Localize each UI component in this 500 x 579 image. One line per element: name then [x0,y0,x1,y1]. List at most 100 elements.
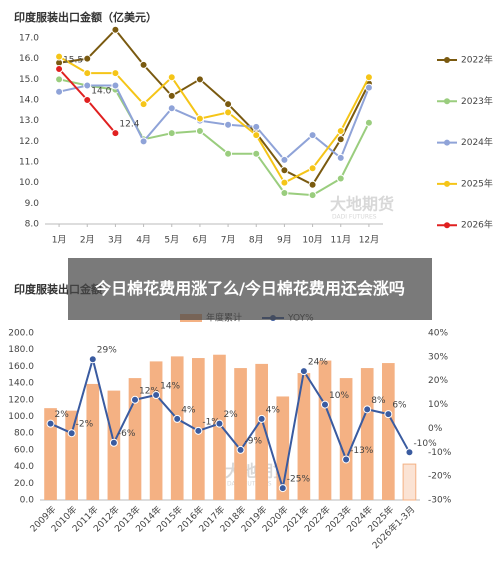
point [83,96,92,104]
y2-tick-label: -20% [428,472,452,482]
point [252,122,261,131]
point [336,127,345,135]
y2-tick-label: 20% [428,376,448,386]
point [167,73,176,82]
bar [382,363,395,500]
legend-label: 2022年 [461,54,493,66]
point [109,438,118,447]
y-tick-label: 11.0 [19,158,39,168]
series-line [50,355,411,489]
data-label: 6% [392,401,407,411]
point [131,395,139,404]
legend-marker [444,98,450,105]
y-tick-label: 15.0 [19,75,39,85]
point [195,127,204,135]
legend-label: 2023年 [461,95,493,107]
y2-tick-label: 10% [428,400,448,410]
legend-marker [444,222,450,229]
y-tick-label: 9.0 [25,199,40,209]
point [321,400,329,409]
series-line [58,55,370,185]
point [139,60,148,69]
y2-tick-label: 40% [428,329,448,339]
point [280,189,289,197]
point [55,52,64,61]
data-label: 4% [181,405,196,415]
point [308,191,317,200]
overlay-title: 今日棉花费用涨了么/今日棉花费用还会涨吗 [68,258,432,320]
point [195,114,204,123]
point [224,100,233,109]
point [194,426,203,435]
point [299,367,308,376]
y-tick-label: 140.0 [8,379,34,389]
point [83,69,92,78]
x-tick-label: 6月 [193,235,208,246]
data-label: -6% [118,429,136,439]
y-tick-label: 13.0 [19,116,39,126]
x-tick-label: 11月 [331,235,351,246]
point [167,104,176,113]
bar [234,368,247,500]
point [342,455,351,464]
y-tick-label: 200.0 [8,329,34,339]
point [236,445,245,454]
point [308,131,317,140]
y-tick-label: 0.0 [20,496,35,506]
point [111,25,120,34]
y-tick-label: 60.0 [14,445,34,455]
y-tick-label: 20.0 [14,479,34,489]
data-label: 8% [371,396,386,406]
point [384,410,393,419]
y-tick-label: 14.0 [19,96,39,106]
point [83,54,92,63]
series-line [58,28,370,187]
bar [360,368,374,500]
point [55,87,64,96]
legend-marker [444,180,450,187]
y-tick-label: 120.0 [8,395,34,405]
data-label: 15.5 [63,56,83,66]
data-label: -1% [202,417,220,427]
point [111,129,120,138]
y-tick-label: 17.0 [19,34,39,44]
watermark-sub: DADI FUTURES [332,214,377,221]
point [173,414,182,423]
point [336,174,345,183]
point [167,91,176,100]
y-tick-label: 16.0 [19,54,39,64]
x-tick-label: 9月 [277,235,292,246]
data-label: -25% [287,475,311,485]
x-tick-label: 12月 [359,235,379,246]
y-tick-label: 10.0 [19,178,39,188]
point [278,484,287,493]
point [46,419,55,428]
y-tick-label: 80.0 [14,429,34,439]
watermark-sub: DADI FUTURES [227,481,272,488]
bar [402,463,417,501]
point [224,120,233,129]
y-tick-label: 100.0 [8,412,34,422]
legend-marker [444,57,450,63]
point [257,414,266,423]
point [364,83,373,92]
series-line [58,78,370,197]
data-label: 2% [223,410,238,420]
point [139,137,148,146]
x-tick-label: 3月 [108,235,123,246]
y2-tick-label: -10% [428,448,452,458]
data-label: 2% [55,410,70,420]
y-tick-label: 40.0 [14,462,34,472]
point [167,129,176,138]
bar [86,383,100,500]
point [224,108,233,117]
point [152,391,161,400]
chart: 印度服装出口金额大地期货DADI FUTURES0.020.040.060.08… [8,282,451,551]
data-label: 10% [329,391,349,401]
data-label: 29% [97,346,117,356]
legend-marker [444,139,450,146]
x-tick-label: 1月 [52,235,67,246]
point [280,155,289,164]
